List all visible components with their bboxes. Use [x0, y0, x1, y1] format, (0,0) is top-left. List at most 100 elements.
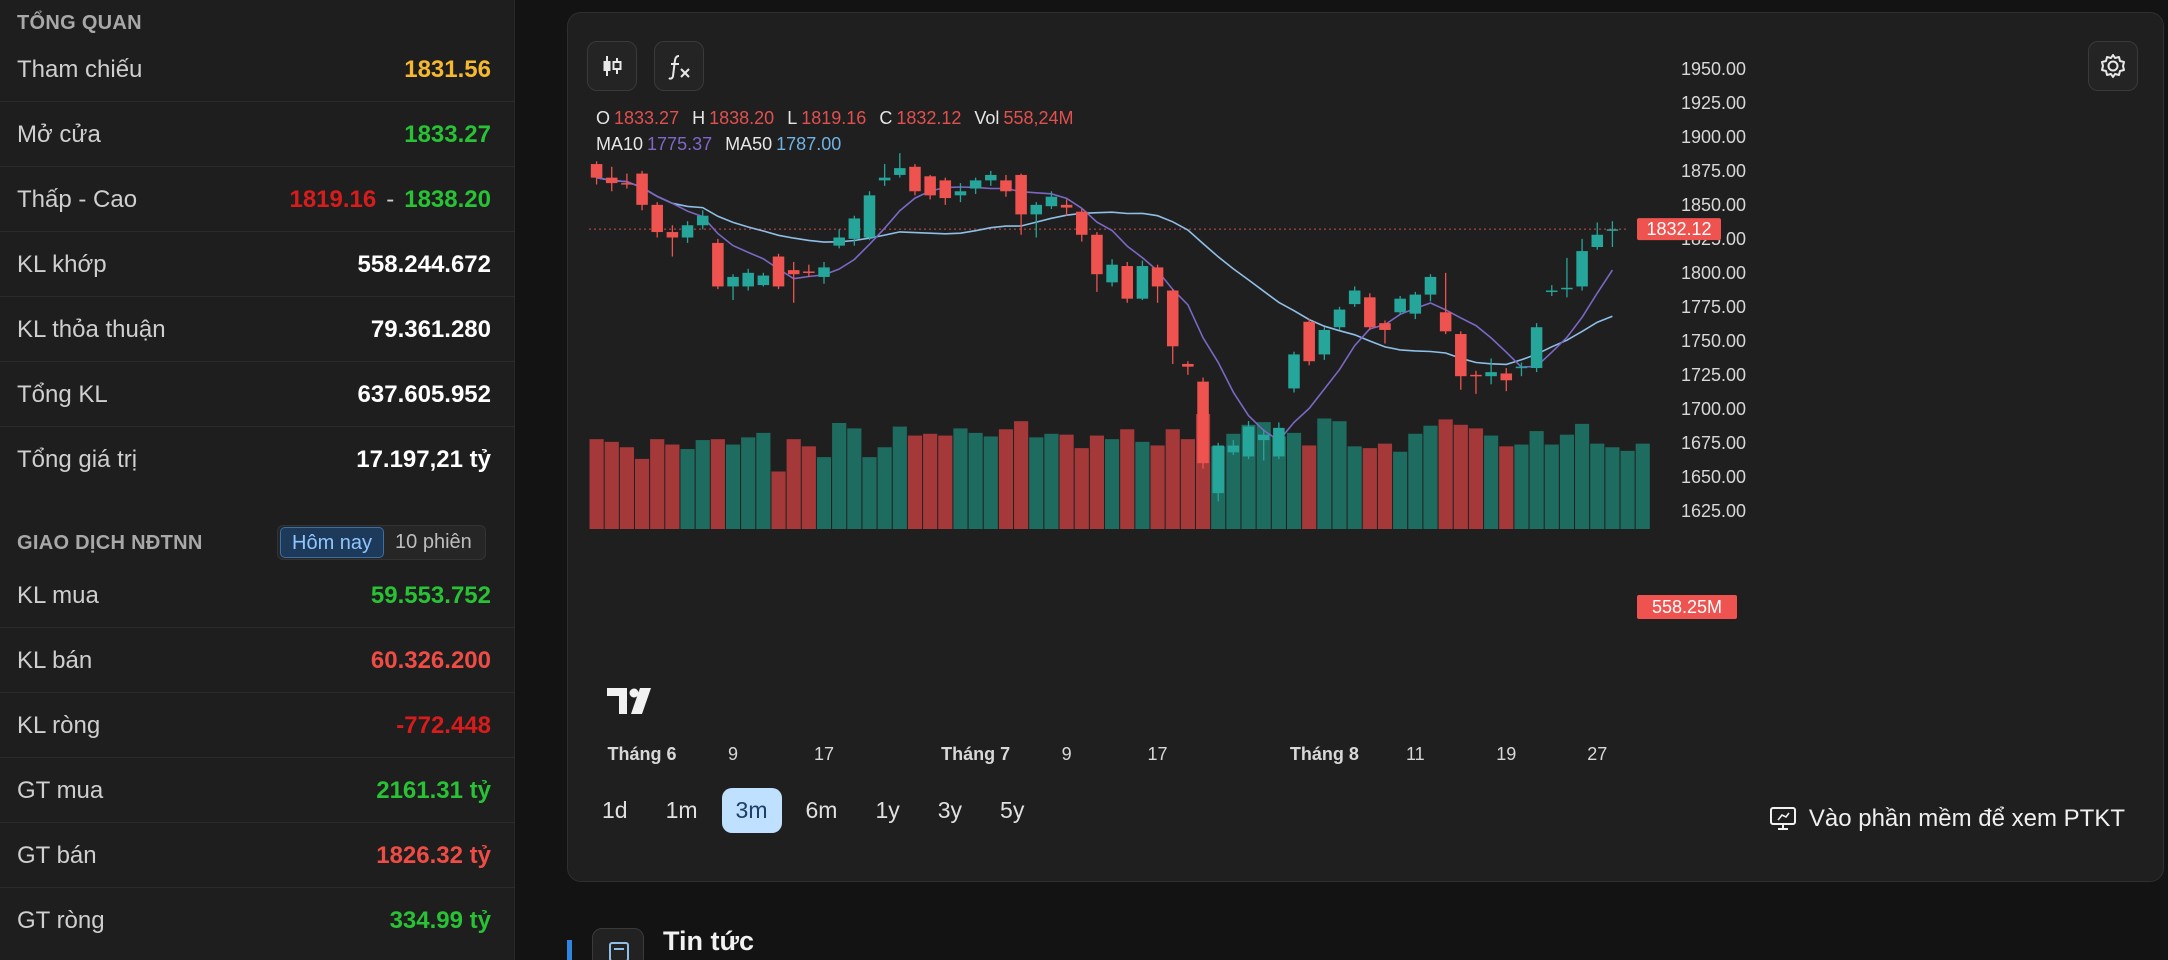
candle-body [1318, 329, 1331, 355]
volume-bar [1226, 433, 1241, 529]
candle-body [1591, 234, 1604, 248]
range-3m[interactable]: 3m [721, 788, 782, 833]
volume-bar [1014, 421, 1029, 529]
row-buy-value: GT mua 2161.31 tỷ [0, 758, 515, 823]
x-axis-tick-label: Tháng 6 [608, 744, 677, 764]
row-sell-volume: KL bán 60.326.200 [0, 628, 515, 693]
volume-bar [1393, 451, 1408, 529]
x-axis-tick-label: 17 [1148, 744, 1168, 764]
row-total-value: Tổng giá trị 17.197,21 tỷ [0, 427, 515, 492]
candle-body [1075, 211, 1088, 235]
candle-body [1060, 204, 1073, 208]
candle-body [1303, 321, 1315, 362]
candlestick-chart[interactable]: 1950.001925.001900.001875.001850.001825.… [568, 13, 2165, 773]
candle-body [605, 177, 618, 184]
volume-bar [1453, 424, 1468, 529]
last-volume-label: 558.25M [1652, 597, 1722, 617]
volume-bar [1332, 421, 1347, 529]
volume-bar [1408, 433, 1423, 529]
volume-bar [725, 444, 741, 529]
volume-bar [756, 432, 771, 529]
candle-body [712, 242, 724, 287]
volume-bar [816, 457, 832, 529]
x-axis-tick-label: 9 [1062, 744, 1072, 764]
label-sell-value: GT bán [17, 842, 97, 869]
volume-bar [1620, 450, 1635, 529]
row-negotiated-volume: KL thỏa thuận 79.361.280 [0, 297, 515, 362]
volume-bar [741, 437, 756, 529]
volume-bar [862, 457, 877, 529]
candle-body [742, 272, 754, 287]
y-axis-tick-label: 1775.00 [1681, 297, 1746, 317]
candle-body [1091, 234, 1103, 275]
volume-bar [680, 449, 695, 529]
value-matched-volume: 558.244.672 [357, 251, 491, 278]
legend-open: 1833.27 [614, 108, 680, 128]
range-6m[interactable]: 6m [805, 797, 838, 823]
monitor-icon [1769, 807, 1796, 830]
range-3y[interactable]: 3y [937, 797, 963, 823]
candle-body [1197, 381, 1209, 464]
range-1m[interactable]: 1m [665, 797, 698, 823]
range-5y[interactable]: 5y [1000, 797, 1025, 823]
candle-body [1106, 264, 1118, 283]
gear-icon [2101, 54, 2125, 78]
candle-body [621, 183, 633, 185]
ohlc-legend: O 1833.27 H 1838.20 L 1819.16 C 1832.12 Vol 5… [596, 108, 1082, 129]
candle-body [818, 267, 830, 277]
indicators-button[interactable] [654, 41, 704, 91]
volume-bar [1256, 422, 1271, 529]
chart-settings-button[interactable] [2088, 41, 2138, 91]
legend-high-label: H [692, 108, 706, 128]
volume-bar [1302, 445, 1317, 529]
candle-body [1455, 334, 1467, 377]
y-axis-tick-label: 1850.00 [1681, 195, 1746, 215]
row-matched-volume: KL khớp 558.244.672 [0, 232, 515, 297]
ma50-line [596, 176, 1613, 366]
volume-bar [710, 439, 725, 529]
candlestick-type-button[interactable] [587, 41, 637, 91]
value-net-volume: -772.448 [396, 712, 491, 739]
candle-body [1288, 354, 1300, 389]
candle-body [909, 166, 921, 192]
foreign-period-tabs: Hôm nay 10 phiên [277, 525, 486, 560]
volume-bar [998, 429, 1014, 529]
volume-bar [1165, 429, 1180, 529]
volume-bar [1377, 443, 1393, 529]
volume-bar [907, 435, 923, 529]
value-sell-value: 1826.32 tỷ [376, 842, 491, 869]
x-axis-tick-label: 17 [814, 744, 834, 764]
range-1d[interactable]: 1d [602, 797, 628, 823]
volume-bar [1029, 437, 1044, 529]
last-volume-badge [1637, 595, 1737, 619]
candle-body [590, 164, 603, 178]
candle-body [666, 232, 679, 238]
candle-body [787, 270, 800, 275]
row-total-volume: Tổng KL 637.605.952 [0, 362, 515, 427]
range-1y[interactable]: 1y [875, 797, 900, 823]
row-net-volume: KL ròng -772.448 [0, 693, 515, 758]
value-reference: 1831.56 [404, 56, 491, 83]
tradingview-logo [607, 688, 651, 714]
y-axis-tick-label: 1875.00 [1681, 161, 1746, 181]
tab-today[interactable]: Hôm nay [280, 527, 385, 558]
ma10-line [596, 176, 1614, 442]
candle-body [1439, 312, 1452, 332]
tab-10-sessions[interactable]: 10 phiên [395, 531, 472, 553]
label-buy-value: GT mua [17, 777, 104, 804]
price-chart-card: O 1833.27 H 1838.20 L 1819.16 C 1832.12 Vol 5… [567, 12, 2164, 882]
volume-bar [665, 444, 680, 529]
candle-body [1015, 174, 1027, 215]
candle-body [1409, 294, 1422, 314]
volume-bar [634, 458, 650, 529]
candle-body [894, 168, 906, 175]
value-total-volume: 637.605.952 [357, 381, 491, 408]
row-net-value: GT ròng 334.99 tỷ [0, 888, 515, 953]
open-technical-analysis-link[interactable]: Vào phần mềm để xem PTKT [1769, 805, 2125, 833]
newspaper-icon [592, 928, 644, 960]
volume-bar [771, 471, 786, 529]
candle-body [1394, 298, 1406, 313]
value-total-value: 17.197,21 tỷ [356, 446, 491, 473]
value-low-high: 1819.16-1838.20 [289, 186, 491, 214]
volume-bar [589, 439, 604, 529]
